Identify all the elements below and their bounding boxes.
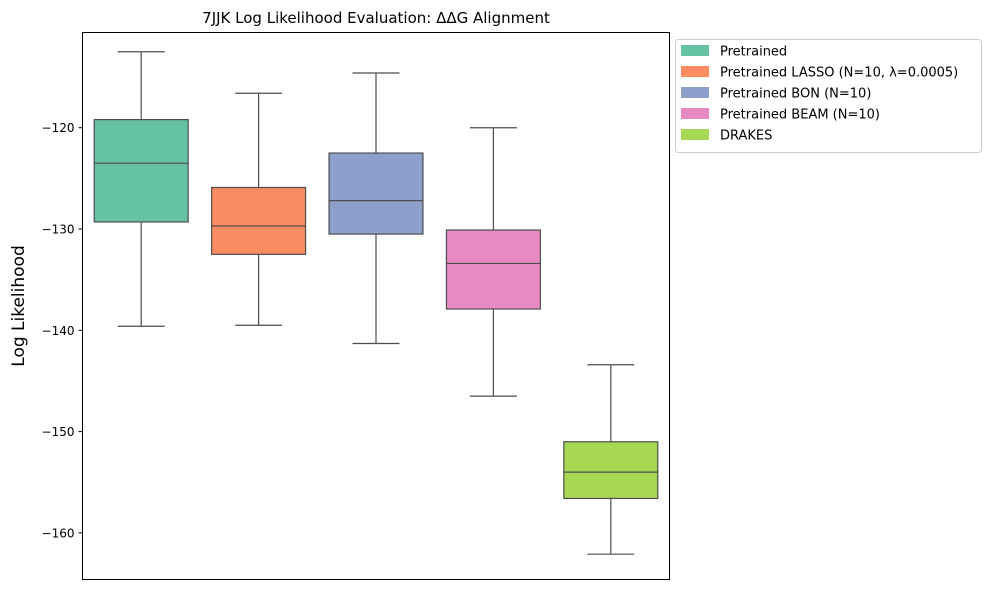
legend-frame — [675, 39, 982, 153]
box-group — [563, 364, 659, 555]
y-axis-label: Log Likelihood — [9, 245, 29, 366]
legend-label: DRAKES — [720, 129, 772, 144]
y-tick-label: −150 — [42, 425, 75, 439]
chart-title: 7JJK Log Likelihood Evaluation: ΔΔG Alig… — [202, 9, 550, 27]
legend-swatch — [681, 66, 709, 77]
box-iqr — [445, 229, 541, 310]
box-iqr — [211, 186, 307, 255]
y-tick-label: −160 — [42, 526, 75, 540]
legend-swatch — [681, 129, 709, 140]
box-iqr — [93, 119, 189, 223]
box-group — [445, 127, 541, 397]
legend: Pretrained Pretrained LASSO (N=10, λ=0.00… — [675, 39, 982, 153]
legend-swatch — [681, 87, 709, 98]
legend-label: Pretrained BON (N=10) — [720, 87, 871, 102]
legend-label: Pretrained — [720, 45, 787, 60]
box-group — [328, 72, 424, 345]
y-tick-label: −130 — [42, 223, 75, 237]
box-group — [93, 51, 189, 327]
legend-swatch — [681, 108, 709, 119]
legend-label: Pretrained LASSO (N=10, λ=0.0005) — [720, 66, 958, 81]
box-iqr — [563, 441, 659, 500]
y-tick-label: −120 — [42, 121, 75, 135]
box-group — [211, 92, 307, 326]
legend-swatch — [681, 45, 709, 56]
y-tick-label: −140 — [42, 324, 75, 338]
box-iqr — [328, 152, 424, 235]
plot-area — [93, 51, 659, 555]
y-axis: −160 −150 −140 −130 −120 — [42, 121, 83, 540]
legend-label: Pretrained BEAM (N=10) — [720, 108, 880, 123]
plot-frame — [82, 32, 670, 580]
